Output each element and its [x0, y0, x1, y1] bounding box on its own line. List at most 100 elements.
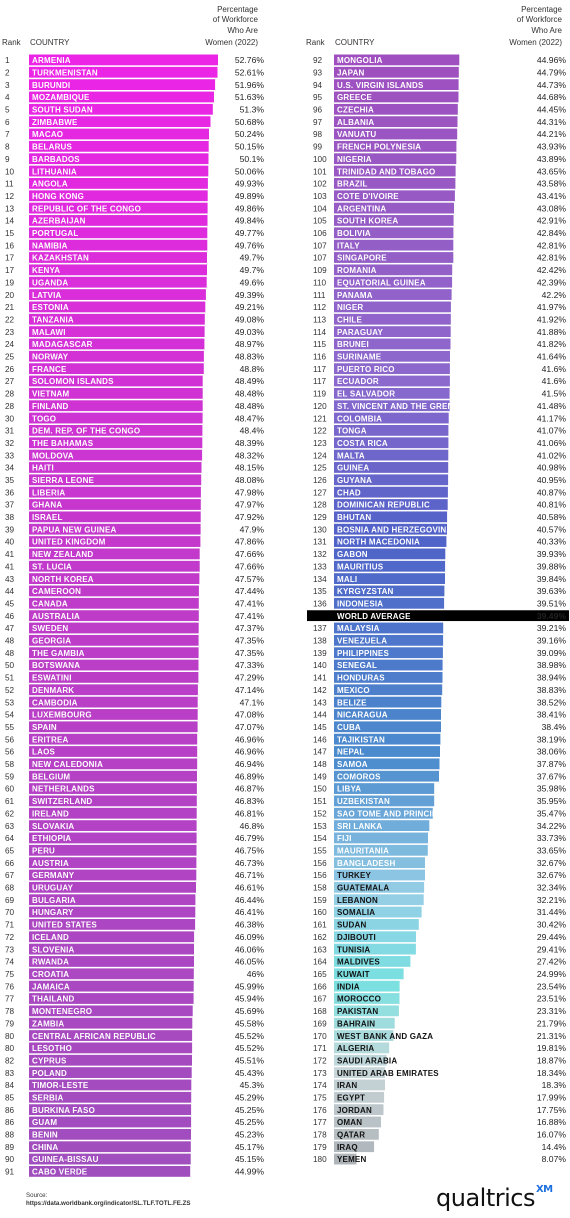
chart-row-czechia: 96 CZECHIA 44.45%	[313, 103, 567, 115]
source-url[interactable]: https://data.worldbank.org/indicator/SL.…	[26, 1200, 191, 1207]
right-country-header: COUNTRY	[335, 38, 375, 47]
rank-label: 79	[5, 1019, 15, 1028]
value-label: 38.19%	[537, 734, 567, 744]
chart-row-indonesia: 136 INDONESIA 39.51%	[313, 597, 566, 609]
chart-row-denmark: 52 DENMARK 47.14%	[5, 684, 264, 696]
rank-label: 140	[313, 661, 327, 670]
bar-mauritania	[334, 844, 428, 856]
value-label: 39.63%	[537, 586, 567, 596]
country-label: COLOMBIA	[337, 414, 382, 423]
chart-row-brazil: 102 BRAZIL 43.58%	[313, 178, 566, 189]
value-label: 37.67%	[537, 771, 567, 781]
value-label: 48.08%	[235, 475, 265, 485]
bar-indonesia	[334, 597, 445, 609]
left-rank-header: Rank	[2, 38, 22, 47]
chart-row-laos: 56 LAOS 46.96%	[5, 746, 264, 757]
value-label: 47.66%	[235, 561, 265, 571]
bar-slovenia	[29, 943, 194, 955]
country-label: ICELAND	[32, 933, 69, 942]
country-label: BENIN	[32, 1131, 58, 1140]
country-label: HONDURAS	[337, 674, 385, 683]
country-label: GUINEA-BISSAU	[32, 1155, 99, 1164]
chart-row-spain: 55 SPAIN 47.07%	[5, 721, 264, 733]
country-label: BOSNIA AND HERZEGOVINA	[337, 525, 452, 534]
value-label: 49.6%	[240, 277, 265, 287]
country-label: SUDAN	[337, 921, 366, 930]
value-label: 41.07%	[537, 426, 567, 436]
bar-cambodia	[29, 696, 198, 708]
chart-row-slovenia: 73 SLOVENIA 46.06%	[5, 943, 264, 955]
rank-label: 23	[5, 328, 15, 337]
chart-row-poland: 83 POLAND 45.43%	[5, 1067, 264, 1078]
value-label: 45.3%	[240, 1080, 265, 1090]
country-label: LAOS	[32, 748, 55, 757]
country-label: SLOVENIA	[32, 945, 75, 954]
country-label: EQUATORIAL GUINEA	[337, 278, 426, 287]
bar-jamaica	[29, 980, 194, 992]
country-label: AZERBAIJAN	[32, 217, 86, 226]
country-label: MALDIVES	[337, 958, 380, 967]
logo-mark: XM	[535, 1184, 553, 1195]
country-label: CHILE	[337, 315, 362, 324]
rank-label: 30	[5, 414, 15, 423]
chart-row-ecuador: 117 ECUADOR 41.6%	[313, 375, 566, 387]
value-label: 50.06%	[235, 166, 265, 176]
chart-row-costa-rica: 123 COSTA RICA 41.06%	[313, 437, 566, 449]
rank-label: 75	[5, 970, 15, 979]
value-label: 48.97%	[235, 339, 265, 349]
chart-row-world-average: WORLD AVERAGE 39.49%	[307, 610, 569, 622]
value-label: 45.23%	[235, 1130, 265, 1140]
rank-label: 138	[313, 637, 327, 646]
value-label: 46.41%	[235, 907, 265, 917]
rank-label: 34	[5, 464, 15, 473]
rank-label: 133	[313, 562, 327, 571]
chart-row-eswatini: 51 ESWATINI 47.29%	[5, 672, 264, 683]
rank-label: 6	[5, 118, 10, 127]
chart-row-hungary: 70 HUNGARY 46.41%	[5, 906, 265, 918]
bar-lesotho	[29, 1042, 193, 1054]
country-label: BOLIVIA	[337, 229, 371, 238]
chart-row-france: 26 FRANCE 48.8%	[5, 363, 264, 375]
chart-row-bhutan: 129 BHUTAN 40.58%	[313, 511, 566, 523]
rank-label: 132	[313, 550, 327, 559]
bar-tajikistan	[334, 733, 441, 745]
rank-label: 178	[313, 1131, 327, 1140]
value-label: 23.31%	[537, 1006, 567, 1016]
rank-label: 71	[5, 921, 15, 930]
bar-sudan	[334, 919, 419, 930]
country-label: SOMALIA	[337, 908, 375, 917]
chart-row-greece: 95 GREECE 44.68%	[313, 91, 566, 103]
country-label: SENEGAL	[337, 661, 377, 670]
source-note: Source: https://data.worldbank.org/indic…	[26, 1192, 191, 1208]
chart-row-madagascar: 24 MADAGASCAR 48.97%	[5, 338, 265, 350]
chart-row-malaysia: 137 MALAYSIA 39.21%	[313, 622, 566, 634]
bar-romania	[334, 264, 453, 276]
value-label: 47.44%	[235, 586, 265, 596]
country-label: GUYANA	[337, 476, 372, 485]
bar-turkmenistan	[29, 66, 218, 78]
chart-row-croatia: 75 CROATIA 46%	[5, 968, 264, 980]
value-label: 44.45%	[537, 105, 567, 115]
chart-row-benin: 88 BENIN 45.23%	[5, 1128, 265, 1140]
rank-label: 117	[313, 377, 326, 386]
country-label: GREECE	[337, 93, 372, 102]
chart-row-brunei: 115 BRUNEI 41.82%	[313, 338, 566, 350]
chart-row-bangladesh: 156 BANGLADESH 32.67%	[313, 857, 566, 869]
bar-benin	[29, 1128, 191, 1140]
country-label: ALBANIA	[337, 118, 374, 127]
country-label: PUERTO RICO	[337, 365, 395, 374]
bar-solomon-islands	[29, 375, 203, 387]
value-label: 39.49%	[537, 611, 567, 621]
chart-row-guam: 86 GUAM 45.25%	[5, 1116, 264, 1128]
bar-liberia	[29, 486, 201, 498]
chart-row-french-polynesia: 99 FRENCH POLYNESIA 43.93%	[313, 140, 566, 152]
country-label: MALAYSIA	[337, 624, 380, 633]
rank-label: 93	[313, 68, 323, 77]
country-label: AUSTRALIA	[32, 612, 80, 621]
value-label: 44.73%	[537, 80, 567, 90]
value-label: 47.41%	[235, 611, 265, 621]
rank-label: 120	[313, 402, 327, 411]
country-label: YEMEN	[337, 1155, 366, 1164]
value-label: 50.68%	[235, 117, 265, 127]
rank-label: 124	[313, 451, 327, 460]
